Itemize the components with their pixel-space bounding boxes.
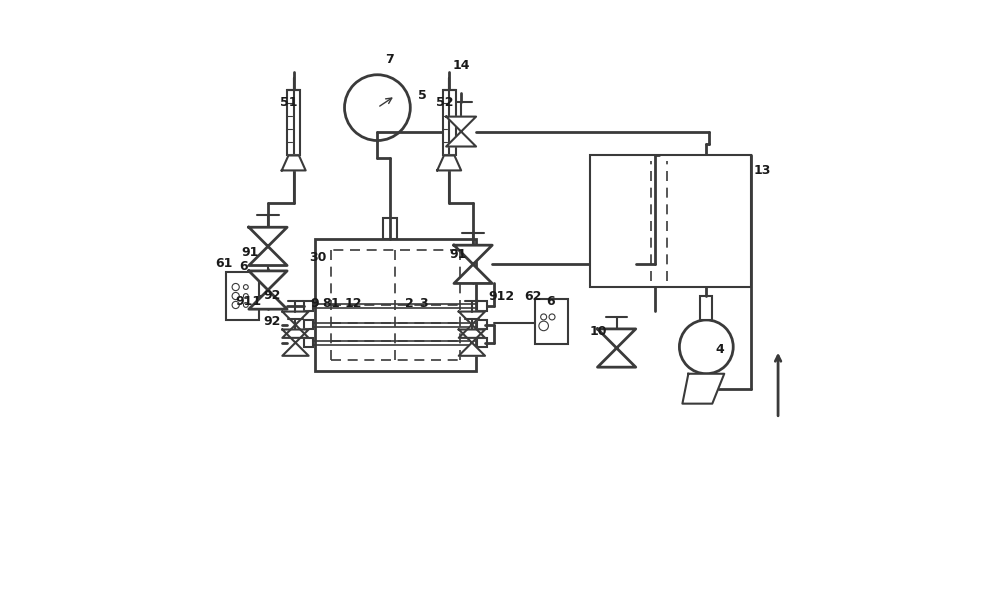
Polygon shape xyxy=(459,329,485,356)
Text: 911: 911 xyxy=(236,295,262,309)
Text: 51: 51 xyxy=(280,96,298,109)
Polygon shape xyxy=(249,227,287,266)
Text: 91: 91 xyxy=(449,248,467,261)
Bar xyxy=(477,320,487,329)
Polygon shape xyxy=(446,117,476,147)
Polygon shape xyxy=(459,312,485,338)
Polygon shape xyxy=(282,155,306,170)
Text: 92: 92 xyxy=(263,289,280,302)
Circle shape xyxy=(345,75,410,141)
Bar xyxy=(383,218,397,239)
Text: 91: 91 xyxy=(241,246,259,259)
Circle shape xyxy=(549,314,555,320)
Bar xyxy=(226,272,259,320)
Bar xyxy=(304,301,313,311)
Text: 12: 12 xyxy=(345,297,362,310)
Circle shape xyxy=(539,321,548,331)
Text: 4: 4 xyxy=(716,343,724,356)
Polygon shape xyxy=(282,329,309,356)
Circle shape xyxy=(232,301,239,309)
Text: 7: 7 xyxy=(385,53,394,66)
Bar xyxy=(287,90,300,155)
Text: 9: 9 xyxy=(310,297,319,310)
Text: 92: 92 xyxy=(263,315,280,328)
Bar xyxy=(304,338,313,347)
Bar xyxy=(315,239,476,371)
Bar xyxy=(477,301,487,311)
Bar xyxy=(535,299,568,344)
Bar xyxy=(443,90,456,155)
Circle shape xyxy=(541,314,547,320)
Circle shape xyxy=(243,285,248,289)
Text: 8: 8 xyxy=(322,297,331,310)
Text: 912: 912 xyxy=(489,289,515,303)
Polygon shape xyxy=(597,329,636,367)
Circle shape xyxy=(243,303,248,307)
Text: 1: 1 xyxy=(331,297,339,310)
Text: 52: 52 xyxy=(436,96,454,109)
Bar xyxy=(304,320,313,329)
Polygon shape xyxy=(437,155,461,170)
Text: 5: 5 xyxy=(418,89,427,102)
Text: 2: 2 xyxy=(405,297,413,310)
Text: 6: 6 xyxy=(546,295,555,309)
Bar xyxy=(700,296,712,320)
Bar xyxy=(477,338,487,347)
Text: 30: 30 xyxy=(309,251,326,264)
Circle shape xyxy=(679,320,733,374)
Polygon shape xyxy=(249,271,287,309)
Text: 13: 13 xyxy=(753,164,771,177)
Text: 10: 10 xyxy=(590,325,607,338)
Polygon shape xyxy=(682,374,724,404)
Text: 3: 3 xyxy=(419,297,428,310)
Circle shape xyxy=(232,292,239,300)
Polygon shape xyxy=(282,312,309,338)
Text: 62: 62 xyxy=(524,289,542,303)
Circle shape xyxy=(232,283,239,291)
Text: 14: 14 xyxy=(452,59,470,72)
Text: 6: 6 xyxy=(240,260,248,273)
Text: 61: 61 xyxy=(215,257,232,270)
Polygon shape xyxy=(454,245,492,283)
Circle shape xyxy=(243,294,248,298)
Bar xyxy=(590,155,751,287)
